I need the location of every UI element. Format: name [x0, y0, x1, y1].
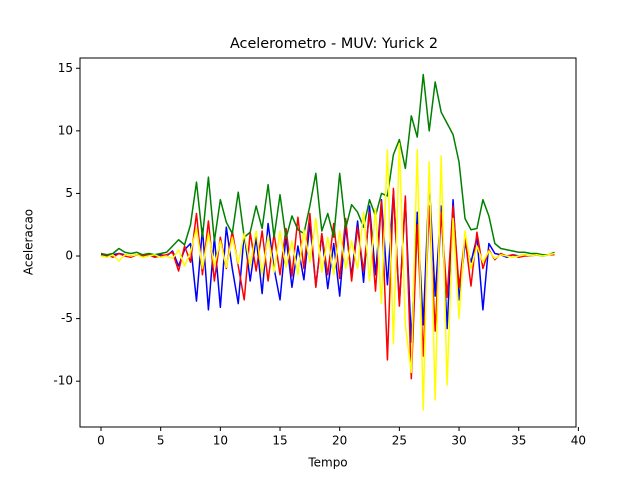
plot-frame — [79, 57, 577, 428]
y-tick-label: 10 — [58, 123, 73, 137]
x-tick-label: 35 — [511, 434, 526, 448]
data-line — [100, 187, 555, 380]
chart-title: Acelerometro - MUV: Yurick 2 — [230, 36, 438, 52]
y-tick-label: -5 — [61, 311, 73, 325]
y-tick-label: -10 — [53, 374, 73, 388]
y-axis-label: Aceleracao — [22, 209, 36, 275]
x-tick-label: 30 — [451, 434, 466, 448]
x-tick-label: 0 — [97, 434, 105, 448]
y-tick-label: 0 — [65, 249, 73, 263]
data-line — [100, 142, 555, 411]
x-tick-label: 40 — [571, 434, 586, 448]
x-tick-label: 25 — [392, 434, 407, 448]
data-line — [100, 180, 555, 344]
x-axis-label: Tempo — [307, 456, 347, 470]
y-tick-label: 5 — [65, 186, 73, 200]
x-tick-label: 20 — [332, 434, 347, 448]
x-tick-label: 15 — [272, 434, 287, 448]
data-line — [100, 73, 555, 256]
x-tick-label: 10 — [213, 434, 228, 448]
y-tick-label: 15 — [58, 61, 73, 75]
x-tick-label: 5 — [157, 434, 165, 448]
